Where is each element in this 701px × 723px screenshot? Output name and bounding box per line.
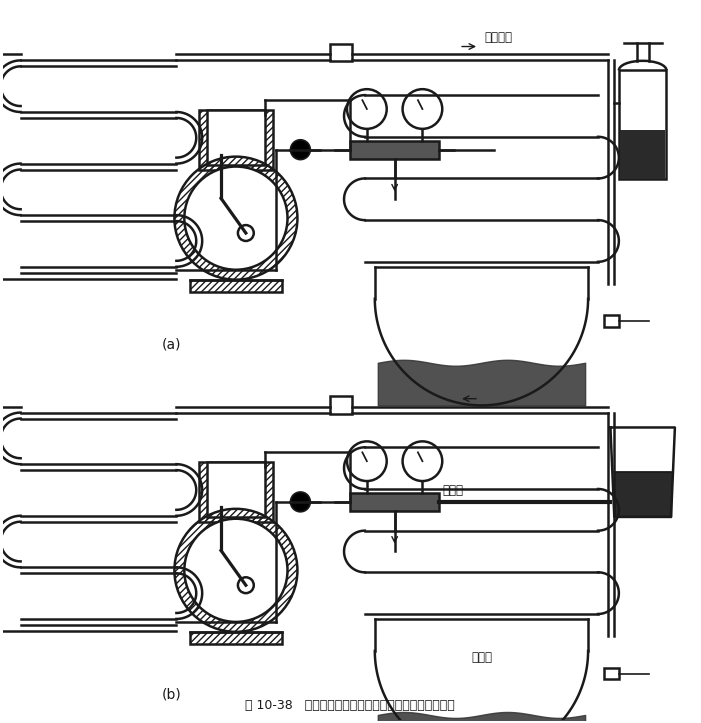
Circle shape xyxy=(347,441,387,481)
Circle shape xyxy=(402,89,442,129)
Circle shape xyxy=(402,441,442,481)
Text: 高压液: 高压液 xyxy=(442,484,463,497)
Bar xyxy=(604,315,619,328)
Text: 图 10-38   小型开启式压缩机系统从高压侧充注高压液体: 图 10-38 小型开启式压缩机系统从高压侧充注高压液体 xyxy=(245,699,455,712)
Circle shape xyxy=(184,166,287,270)
Text: 高压液: 高压液 xyxy=(471,651,492,664)
Bar xyxy=(207,110,265,165)
Bar xyxy=(350,141,440,158)
Bar xyxy=(604,667,619,680)
Circle shape xyxy=(238,225,254,241)
Circle shape xyxy=(238,577,254,593)
Bar xyxy=(199,462,273,522)
Circle shape xyxy=(290,492,311,512)
Bar xyxy=(350,493,440,511)
Text: (a): (a) xyxy=(161,337,181,351)
Text: 高压蒸气: 高压蒸气 xyxy=(484,30,512,43)
Bar xyxy=(620,130,665,179)
Bar xyxy=(190,280,282,291)
Bar xyxy=(330,395,352,414)
Text: (b): (b) xyxy=(161,688,182,701)
Bar xyxy=(619,70,667,179)
Bar xyxy=(199,110,273,169)
Bar xyxy=(190,632,282,643)
Polygon shape xyxy=(614,472,671,517)
Circle shape xyxy=(290,140,311,160)
Bar xyxy=(330,43,352,61)
Circle shape xyxy=(184,518,287,622)
Circle shape xyxy=(347,89,387,129)
Bar xyxy=(207,462,265,517)
